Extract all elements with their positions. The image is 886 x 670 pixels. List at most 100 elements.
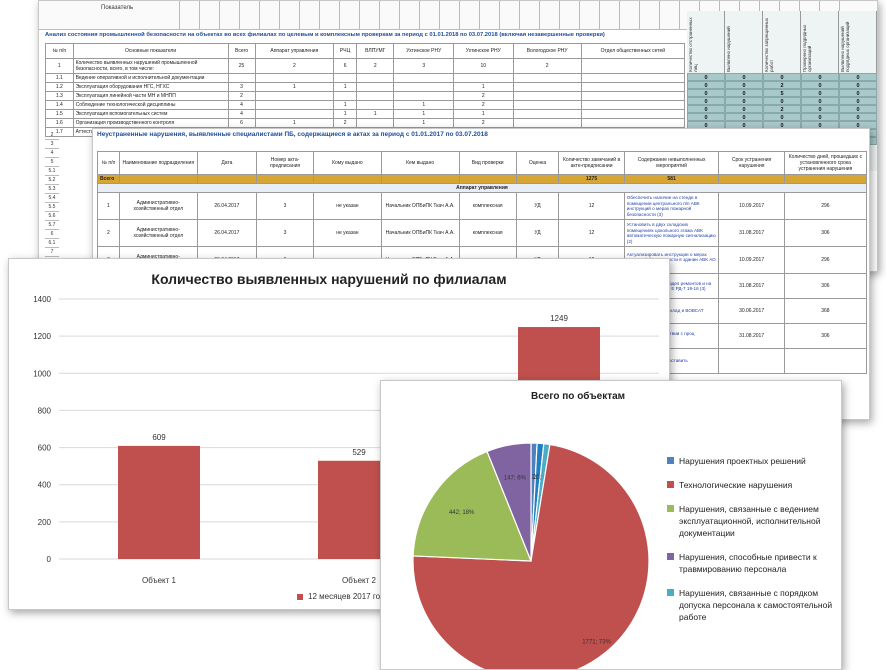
rotated-header-cell [339,1,340,29]
analysis-header-cell: Отдел общественных сетей [580,43,686,59]
row-measure-text: Обеспечить наличие на стенде в помещении… [623,192,720,220]
row-value [512,109,582,119]
row-mark: УД [515,219,560,247]
row-number: 1.5 [45,109,74,119]
rotated-header-cell [599,1,600,29]
row-by: Начальник ОПБиПК Ткач А.А. [380,192,460,220]
bar-y-tick-label: 600 [38,444,52,453]
row-value: 1 [393,118,455,128]
row-value [512,73,582,83]
right-value-cell: 0 [763,97,801,105]
row-number: 1.6 [45,118,74,128]
row-value [580,100,686,110]
violations-header-cell: № п/п [97,151,120,175]
left-row-number: 5.6 [45,212,59,221]
row-value: 1 [254,118,335,128]
row-number: 1 [45,58,74,74]
rotated-header-cell [279,1,280,29]
left-row-number: 5 [45,158,59,167]
right-value-cell: 0 [725,89,763,97]
left-row-number: 5.1 [45,167,59,176]
row-to: не указан [313,219,382,247]
row-value: 2 [512,58,582,74]
rotated-header-cell [479,1,480,29]
right-value-cell: 0 [801,97,839,105]
row-date: 26.04.2017 [196,219,257,247]
total-cell [515,174,560,184]
total-cell [718,174,785,184]
row-value [356,82,395,92]
pie-legend-item: Технологические нарушения [667,479,837,491]
row-days: 306 [783,323,868,349]
right-value-cell: 0 [725,81,763,89]
right-value-cell: 0 [839,105,877,113]
row-value: 2 [333,118,358,128]
row-unit: Административно-хозяйственный отдел [118,219,198,247]
violations-title: Неустраненные нарушения, выявленные спец… [97,131,488,138]
row-value: 3 [227,82,256,92]
analysis-row: 1.2 Эксплуатация оборудования НГС, НГХС 3 1… [45,82,686,92]
violations-header-cell: Номер акта-предписания [255,151,315,175]
right-value-cell: 0 [763,113,801,121]
row-value [254,73,335,83]
row-value [333,91,358,101]
rotated-header-cell [639,1,640,29]
row-days [783,348,868,374]
row-value [356,100,395,110]
analysis-header-cell: Ухтинское РНУ [393,43,455,59]
bar [118,445,200,559]
violations-header-cell: Количество замечаний в акте-предписании [558,151,625,175]
pie-slice [412,443,650,669]
row-count: 12 [558,192,625,220]
pie-legend-label: Технологические нарушения [679,480,793,490]
analysis-header-cell: РЧЦ [333,43,358,59]
analysis-header-row: № п/п Основные показатели Всего Аппарат упр… [45,43,686,59]
bar-x-tick-label: Объект 1 [142,576,176,585]
row-value: 1 [453,109,514,119]
violations-header-cell: Содержание невыполненных мероприятий [623,151,720,175]
right-value-cell: 0 [725,113,763,121]
violation-row: 2 Административно-хозяйственный отдел 26.0… [97,219,868,247]
violations-header-cell: Наименование подразделения [118,151,198,175]
row-value: 6 [333,58,358,74]
left-row-number: 5.2 [45,176,59,185]
row-days: 306 [783,219,868,247]
row-value [453,73,514,83]
pie-legend-label: Нарушения, способные привести к травмиро… [679,552,817,574]
left-row-number: 5.4 [45,194,59,203]
rotated-header-cell [399,1,400,29]
bar-y-tick-label: 1400 [33,295,51,304]
total-cell [313,174,382,184]
left-row-number: 5.5 [45,203,59,212]
right-value-cell: 0 [839,89,877,97]
row-value [580,82,686,92]
right-value-cell: 5 [763,89,801,97]
total-cell: 1275 [558,174,625,184]
right-header-cell: Проверено подрядных организаций [801,11,839,73]
row-value [356,118,395,128]
rotated-header-cell [219,1,220,29]
row-due: 31.08.2017 [718,323,785,349]
right-value-cell: 0 [687,81,725,89]
analysis-header-cell: Ухтинское РНУ [453,43,514,59]
pie-legend-swatch [667,505,674,512]
total-cell: Всего [97,174,120,184]
violations-header-cell: Дата [196,151,257,175]
rotated-header-cell [499,1,500,29]
row-value [356,73,395,83]
right-value-cell: 0 [839,97,877,105]
row-label: Эксплуатация вспомогательных систем [72,109,229,119]
total-cell [118,174,198,184]
right-value-cell: 0 [801,73,839,81]
total-cell [783,174,868,184]
pie-data-label: 442; 18% [449,510,475,516]
analysis-header-cell: ВЛПУМГ [356,43,395,59]
row-value [333,73,358,83]
rotated-header-cell [579,1,580,29]
right-value-cell: 0 [839,81,877,89]
rotated-header-cell [679,1,680,29]
